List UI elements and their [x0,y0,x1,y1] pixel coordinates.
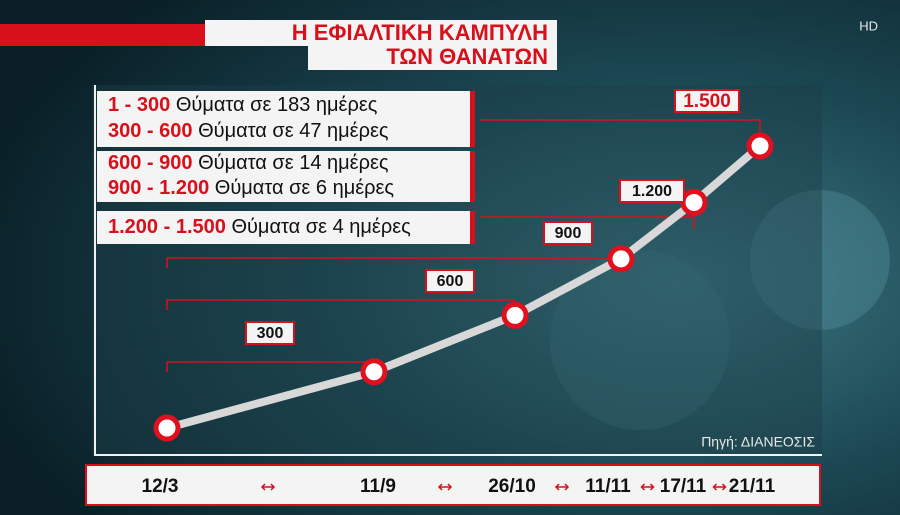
note-box [97,151,475,202]
bracket [480,216,695,229]
x-tick-label: 12/3 [142,476,179,497]
decor-blob [550,250,730,430]
arrow [437,483,453,491]
line [165,142,763,432]
note-range: 1.200 - 1.500 [108,216,226,238]
value-label: 600 [437,273,464,290]
note: 1 - 300 Θύματα σε 183 ημέρες [108,94,378,116]
chart-layer: 300 600 900 1.200 1.500 12/3 11/9 26/10 11/11 17/… [142,89,776,497]
note: 1.200 - 1.500 Θύματα σε 4 ημέρες [108,216,411,238]
point [746,132,774,160]
arrow [260,483,276,491]
note-box [97,91,475,147]
value-label-box [245,321,295,345]
value-label: 1.500 [683,91,731,112]
x-tick-label: 26/10 [488,476,536,497]
note: 600 - 900 Θύματα σε 14 ημέρες [108,152,389,174]
title: ΤΩΝ ΘΑΝΑΤΩΝ [386,44,548,69]
note-edge [470,91,475,147]
x-tick-label: 21/11 [729,476,776,497]
note-range: 600 - 900 [108,152,193,174]
title-box [308,46,557,70]
title-bar [0,24,210,46]
arrow [640,483,655,491]
badge: HD [859,18,878,33]
x-tick-label: 11/9 [360,476,396,497]
x-tick-label: 11/11 [585,476,631,497]
note-range: 300 - 600 [108,120,193,142]
note-text: Θύματα σε 14 ημέρες [198,152,389,174]
note-text: Θύματα σε 183 ημέρες [176,94,378,116]
note-text: Θύματα σε 6 ημέρες [215,177,395,199]
value-label-box [619,179,685,203]
value-label-box [425,269,475,293]
value-label: 1.200 [632,183,672,200]
date-bar [85,464,821,506]
note-edge [470,211,475,244]
bracket [480,119,761,132]
point [501,301,529,329]
note: 900 - 1.200 Θύματα σε 6 ημέρες [108,177,394,199]
value-label-box [543,221,593,245]
note-box [97,211,475,244]
arrow [712,483,727,491]
decor-blob [750,190,890,330]
value-label-box [674,89,740,113]
note: 300 - 600 Θύματα σε 47 ημέρες [108,120,389,142]
note-range: 1 - 300 [108,94,170,116]
note-text: Θύματα σε 4 ημέρες [231,216,411,238]
title-box [205,20,557,46]
value-label: 300 [257,325,284,342]
note-edge [470,151,475,202]
value-label: 900 [555,225,582,242]
x-tick-label: 17/11 [660,476,707,497]
chart-axes [94,85,822,456]
note-text: Θύματα σε 47 ημέρες [198,120,389,142]
source: Πηγή: ΔΙΑΝΕΟΣΙΣ [701,434,815,450]
title: Η ΕΦΙΑΛΤΙΚΗ ΚΑΜΠΥΛΗ [292,20,548,45]
point [360,358,388,386]
point [680,188,708,216]
point [607,245,635,273]
note-range: 900 - 1.200 [108,177,209,199]
arrow [554,483,570,491]
point [153,414,181,442]
